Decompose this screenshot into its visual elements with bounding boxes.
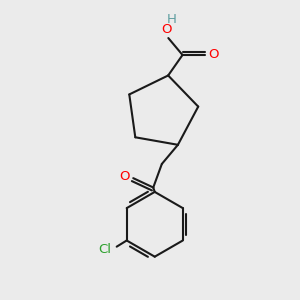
- Text: Cl: Cl: [98, 243, 111, 256]
- Text: O: O: [119, 170, 129, 183]
- Text: O: O: [162, 23, 172, 36]
- Text: O: O: [208, 49, 219, 62]
- Text: H: H: [166, 13, 176, 26]
